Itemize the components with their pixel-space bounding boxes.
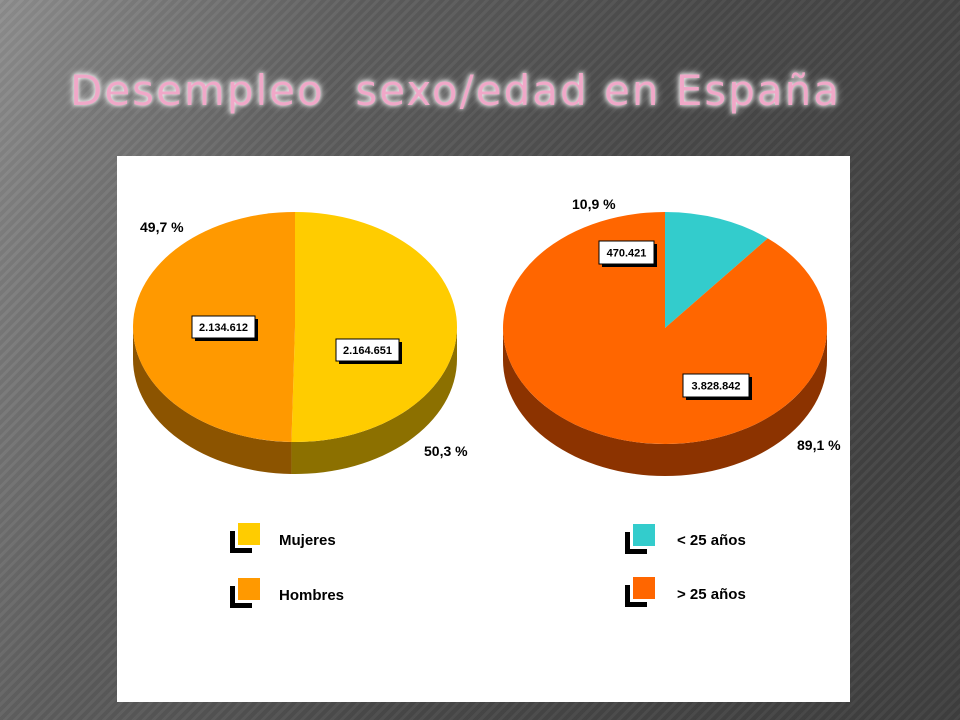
percent-label: 10,9 % (572, 196, 616, 212)
legend-label: Hombres (279, 587, 344, 604)
legend-swatch (238, 578, 260, 600)
pie-charts-svg: 2.164.651 2.134.612 50,3 % 49,7 % Mujeres Hom… (133, 196, 841, 608)
legend-swatch (633, 577, 655, 599)
legend-swatch (238, 523, 260, 545)
chart-panel: 2.164.651 2.134.612 50,3 % 49,7 % Mujeres Hom… (117, 156, 850, 702)
pie-side-0-1 (133, 327, 292, 474)
pie-side-0-0 (291, 327, 457, 474)
pie-slice-1-1 (503, 212, 827, 444)
pie-slice-1-0 (665, 212, 768, 328)
value-box (191, 315, 256, 339)
value-box (682, 373, 750, 398)
pie-side-1-1 (503, 328, 827, 476)
percent-label: 89,1 % (797, 437, 841, 453)
value-label: 470.421 (607, 248, 647, 260)
legend-swatch (633, 524, 655, 546)
percent-label: 49,7 % (140, 219, 184, 235)
value-label: 3.828.842 (692, 381, 741, 393)
slide-title: Desempleo sexo/edad en España (70, 66, 842, 115)
value-box (598, 240, 655, 265)
legend-label: < 25 años (677, 532, 746, 549)
value-box (335, 338, 400, 362)
value-label: 2.164.651 (343, 345, 392, 357)
value-label: 2.134.612 (199, 322, 248, 334)
percent-label: 50,3 % (424, 443, 468, 459)
legend-label: > 25 años (677, 586, 746, 603)
pie-slice-0-0 (291, 212, 458, 442)
legend-label: Mujeres (279, 532, 336, 549)
